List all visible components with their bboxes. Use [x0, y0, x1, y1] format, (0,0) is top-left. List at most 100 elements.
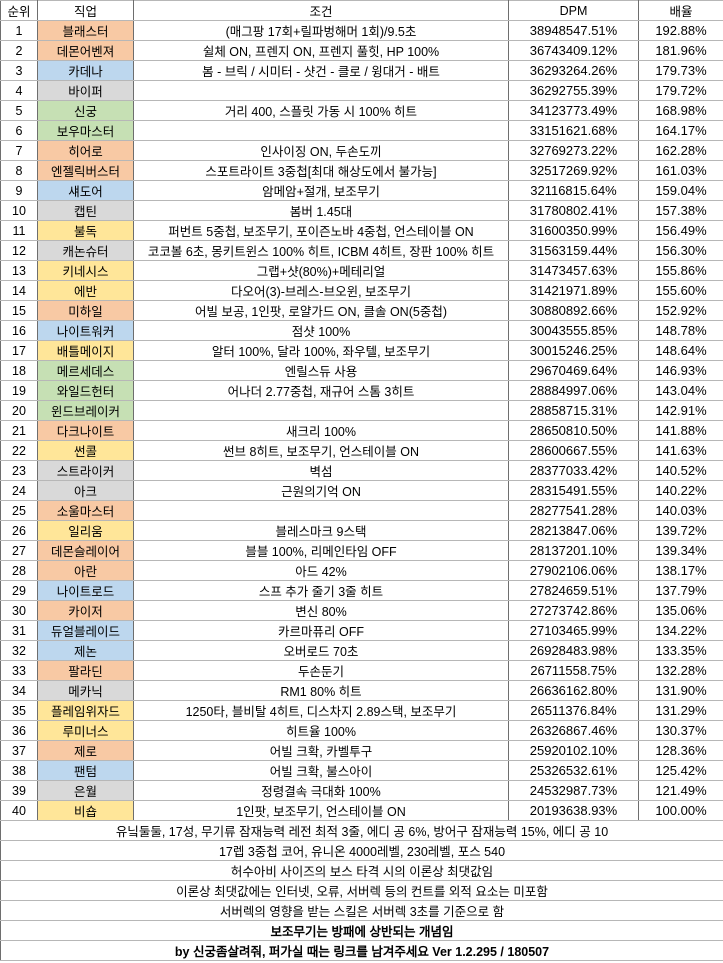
job-cell: 캡틴	[37, 200, 134, 221]
dpm-cell: 28213847.06%	[508, 520, 639, 541]
dpm-cell: 29670469.64%	[508, 360, 639, 381]
job-cell: 일리움	[37, 520, 134, 541]
job-cell: 데몬어벤져	[37, 40, 134, 61]
condition-cell: 새크리 100%	[133, 420, 509, 441]
dpm-cell: 28650810.50%	[508, 420, 639, 441]
condition-cell: 코코볼 6초, 몽키트윈스 100% 히트, ICBM 4히트, 장판 100%…	[133, 240, 509, 261]
condition-cell: 봄버 1.45대	[133, 200, 509, 221]
job-cell: 나이트워커	[37, 320, 134, 341]
dpm-cell: 31421971.89%	[508, 280, 639, 301]
dpm-cell: 28137201.10%	[508, 540, 639, 561]
ratio-cell: 155.60%	[638, 280, 723, 301]
condition-cell: 다오어(3)-브레스-브오윈, 보조무기	[133, 280, 509, 301]
condition-cell: 스프 추가 줄기 3줄 히트	[133, 580, 509, 601]
condition-cell: 인사이징 ON, 두손도끼	[133, 140, 509, 161]
job-cell: 히어로	[37, 140, 134, 161]
condition-cell: 스포트라이트 3중첩[최대 해상도에서 불가능]	[133, 160, 509, 181]
condition-cell: 히트율 100%	[133, 720, 509, 741]
col-header-condition: 조건	[133, 0, 509, 21]
rank-cell: 36	[0, 720, 38, 741]
rank-cell: 13	[0, 260, 38, 281]
table-row: 27 데몬슬레이어 블블 100%, 리메인타임 OFF 28137201.10% 13…	[0, 540, 723, 561]
rank-cell: 33	[0, 660, 38, 681]
table-row: 32 제논 오버로드 70초 26928483.98% 133.35%	[0, 640, 723, 661]
job-cell: 썬콜	[37, 440, 134, 461]
rank-cell: 15	[0, 300, 38, 321]
dpm-cell: 30880892.66%	[508, 300, 639, 321]
ratio-cell: 168.98%	[638, 100, 723, 121]
rank-cell: 6	[0, 120, 38, 141]
ratio-cell: 141.63%	[638, 440, 723, 461]
job-cell: 아크	[37, 480, 134, 501]
footnote-row: 유닠둘둘, 17성, 무기류 잠재능력 레전 최적 3줄, 에디 공 6%, 방…	[0, 820, 723, 841]
col-header-ratio: 배율	[638, 0, 723, 21]
table-row: 10 캡틴 봄버 1.45대 31780802.41% 157.38%	[0, 200, 723, 221]
dpm-cell: 33151621.68%	[508, 120, 639, 141]
footnote-text: 17렙 3중첩 코어, 유니온 4000레벨, 230레벨, 포스 540	[0, 840, 723, 861]
condition-cell	[133, 400, 509, 421]
condition-cell: 퍼번트 5중첩, 보조무기, 포이즌노바 4중첩, 언스테이블 ON	[133, 220, 509, 241]
table-row: 17 배틀메이지 알터 100%, 달라 100%, 좌우텔, 보조무기 300152…	[0, 340, 723, 361]
rank-cell: 35	[0, 700, 38, 721]
rank-cell: 5	[0, 100, 38, 121]
rank-cell: 31	[0, 620, 38, 641]
condition-cell	[133, 120, 509, 141]
dpm-cell: 36292755.39%	[508, 80, 639, 101]
col-header-job: 직업	[37, 0, 134, 21]
job-cell: 섀도어	[37, 180, 134, 201]
job-cell: 에반	[37, 280, 134, 301]
condition-cell: 변신 80%	[133, 600, 509, 621]
rank-cell: 29	[0, 580, 38, 601]
dpm-cell: 26636162.80%	[508, 680, 639, 701]
rank-cell: 8	[0, 160, 38, 181]
rank-cell: 18	[0, 360, 38, 381]
condition-cell: 1250타, 블비탈 4히트, 디스차지 2.89스택, 보조무기	[133, 700, 509, 721]
condition-cell: 썬브 8히트, 보조무기, 언스테이블 ON	[133, 440, 509, 461]
job-cell: 카데나	[37, 60, 134, 81]
table-row: 28 아란 아드 42% 27902106.06% 138.17%	[0, 560, 723, 581]
table-row: 38 팬텀 어빌 크확, 불스아이 25326532.61% 125.42%	[0, 760, 723, 781]
dpm-cell: 28377033.42%	[508, 460, 639, 481]
ratio-cell: 140.22%	[638, 480, 723, 501]
ratio-cell: 192.88%	[638, 20, 723, 41]
ratio-cell: 121.49%	[638, 780, 723, 801]
dpm-cell: 24532987.73%	[508, 780, 639, 801]
footnote-row: 허수아비 사이즈의 보스 타격 시의 이론상 최댓값임	[0, 860, 723, 881]
job-cell: 다크나이트	[37, 420, 134, 441]
rank-cell: 24	[0, 480, 38, 501]
condition-cell: 쉴체 ON, 프렌지 ON, 프렌지 풀힛, HP 100%	[133, 40, 509, 61]
rank-cell: 37	[0, 740, 38, 761]
ratio-cell: 148.78%	[638, 320, 723, 341]
rank-cell: 7	[0, 140, 38, 161]
ratio-cell: 132.28%	[638, 660, 723, 681]
condition-cell: 오버로드 70초	[133, 640, 509, 661]
table-row: 19 와일드헌터 어나더 2.77중첩, 재규어 스톰 3히트 28884997.06…	[0, 380, 723, 401]
dpm-cell: 38948547.51%	[508, 20, 639, 41]
rank-cell: 26	[0, 520, 38, 541]
ratio-cell: 148.64%	[638, 340, 723, 361]
job-cell: 와일드헌터	[37, 380, 134, 401]
table-row: 14 에반 다오어(3)-브레스-브오윈, 보조무기 31421971.89% 155.…	[0, 280, 723, 301]
dpm-cell: 27902106.06%	[508, 560, 639, 581]
ratio-cell: 131.90%	[638, 680, 723, 701]
ratio-cell: 130.37%	[638, 720, 723, 741]
table-row: 6 보우마스터 33151621.68% 164.17%	[0, 120, 723, 141]
footnote-text: 서버렉의 영향을 받는 스킬은 서버렉 3초를 기준으로 함	[0, 900, 723, 921]
table-row: 40 비숍 1인팟, 보조무기, 언스테이블 ON 20193638.93% 100.0…	[0, 800, 723, 821]
job-cell: 미하일	[37, 300, 134, 321]
rank-cell: 17	[0, 340, 38, 361]
rank-cell: 14	[0, 280, 38, 301]
condition-cell: 암메암+절개, 보조무기	[133, 180, 509, 201]
table-row: 8 엔젤릭버스터 스포트라이트 3중첩[최대 해상도에서 불가능] 32517269.…	[0, 160, 723, 181]
job-cell: 루미너스	[37, 720, 134, 741]
ratio-cell: 140.52%	[638, 460, 723, 481]
dpm-cell: 31473457.63%	[508, 260, 639, 281]
dpm-cell: 25920102.10%	[508, 740, 639, 761]
table-row: 13 키네시스 그랩+샷(80%)+메테리얼 31473457.63% 155.86%	[0, 260, 723, 281]
ratio-cell: 181.96%	[638, 40, 723, 61]
job-cell: 플레임위자드	[37, 700, 134, 721]
job-cell: 키네시스	[37, 260, 134, 281]
dpm-cell: 26326867.46%	[508, 720, 639, 741]
job-cell: 메카닉	[37, 680, 134, 701]
condition-cell: 어나더 2.77중첩, 재규어 스톰 3히트	[133, 380, 509, 401]
